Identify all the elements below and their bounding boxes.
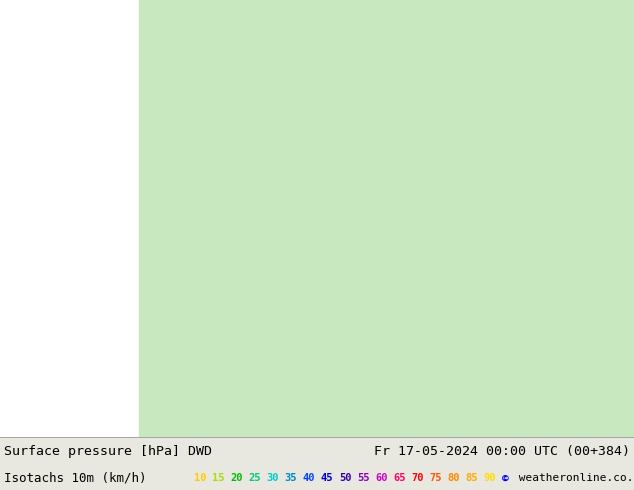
Text: 10: 10 <box>194 473 206 483</box>
Text: Isotachs 10m (km/h): Isotachs 10m (km/h) <box>4 472 146 485</box>
Text: 80: 80 <box>448 473 460 483</box>
Polygon shape <box>0 0 634 437</box>
Text: ©: © <box>502 473 508 483</box>
Text: Surface pressure [hPa] DWD: Surface pressure [hPa] DWD <box>4 445 212 459</box>
Text: 25: 25 <box>248 473 261 483</box>
Text: 55: 55 <box>357 473 370 483</box>
Text: 45: 45 <box>321 473 333 483</box>
Text: 50: 50 <box>339 473 351 483</box>
Text: 85: 85 <box>465 473 478 483</box>
Text: 30: 30 <box>266 473 279 483</box>
Text: 75: 75 <box>429 473 442 483</box>
Text: 35: 35 <box>285 473 297 483</box>
Polygon shape <box>139 0 634 437</box>
Text: 60: 60 <box>375 473 387 483</box>
Text: 20: 20 <box>230 473 242 483</box>
Text: Fr 17-05-2024 00:00 UTC (00+384): Fr 17-05-2024 00:00 UTC (00+384) <box>374 445 630 459</box>
Text: 70: 70 <box>411 473 424 483</box>
Text: 65: 65 <box>393 473 406 483</box>
Text: 15: 15 <box>212 473 224 483</box>
Text: 40: 40 <box>302 473 315 483</box>
Text: weatheronline.co.uk: weatheronline.co.uk <box>512 473 634 483</box>
Text: 90: 90 <box>484 473 496 483</box>
